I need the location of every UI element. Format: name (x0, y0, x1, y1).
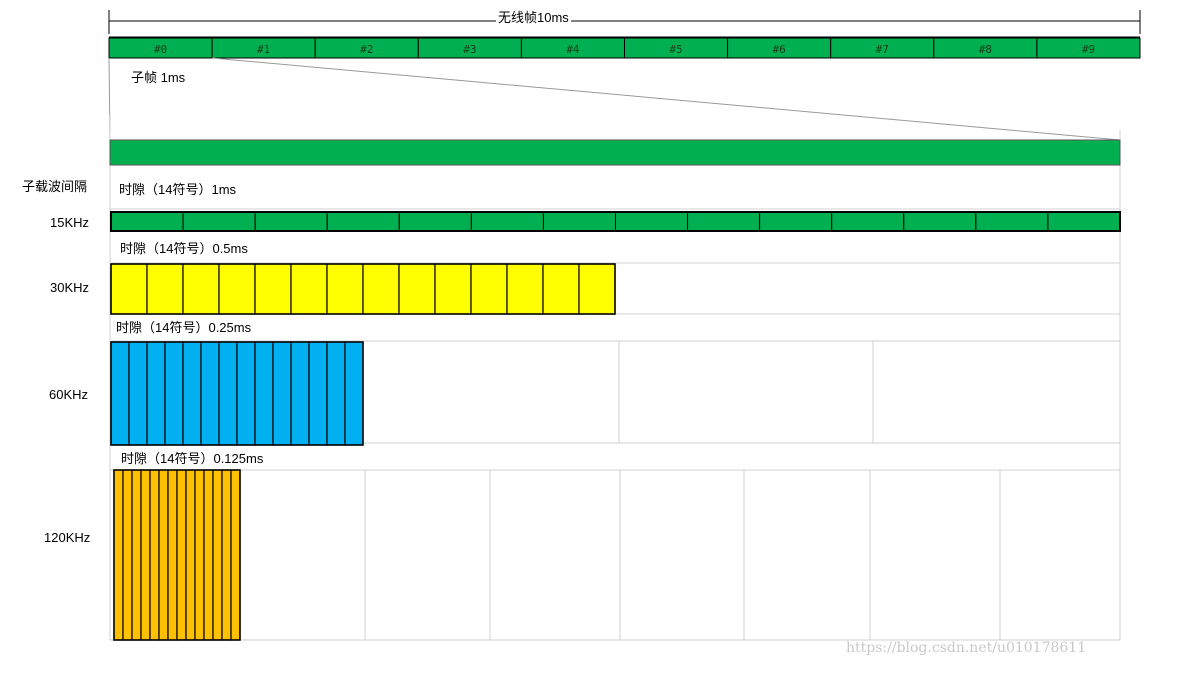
symbol-cell (110, 263, 148, 315)
slot-outline (110, 263, 616, 315)
symbol-cell (146, 341, 166, 446)
symbol-cell (398, 211, 472, 232)
slot-outline (110, 341, 364, 446)
slot-outline (110, 211, 1121, 232)
slot-label-60khz: 时隙（14符号）0.25ms (116, 320, 252, 335)
symbol-cell (182, 341, 202, 446)
symbol-cell (146, 263, 184, 315)
symbol-cell (362, 263, 400, 315)
symbol-cell (344, 341, 364, 446)
symbol-cell (542, 211, 617, 232)
scs-label-60khz: 60KHz (49, 387, 89, 402)
symbol-cell (200, 341, 220, 446)
symbol-cell (254, 341, 274, 446)
symbol-cell (218, 341, 238, 446)
slot-outline (113, 469, 241, 641)
subframe-label: #5 (669, 43, 682, 56)
symbol-cell (975, 211, 1049, 232)
symbol-cell (434, 263, 472, 315)
symbol-cell (1047, 211, 1121, 232)
symbol-cell (122, 469, 133, 641)
symbol-cell (903, 211, 977, 232)
symbol-cell (326, 211, 400, 232)
symbol-cell (182, 263, 220, 315)
watermark: https://blog.csdn.net/u010178611 (846, 640, 1087, 656)
symbol-cell (831, 211, 905, 232)
symbol-cell (398, 263, 436, 315)
symbol-cell (110, 211, 184, 232)
symbol-cell (236, 341, 256, 446)
symbol-cell (140, 469, 151, 641)
symbol-cell (542, 263, 580, 315)
radio-frame-title: 无线帧10ms (496, 10, 571, 26)
subframe-label: #2 (360, 43, 373, 56)
expanded-subframe-bar (109, 139, 1121, 166)
subframe-label: #0 (154, 43, 167, 56)
subframe-label: #8 (979, 43, 992, 56)
symbol-cell (470, 211, 544, 232)
symbol-cell (218, 263, 256, 315)
symbol-cell (182, 211, 256, 232)
subframe-label: #3 (463, 43, 476, 56)
symbol-cell (203, 469, 214, 641)
symbol-cell (254, 211, 328, 232)
symbol-cell (506, 263, 544, 315)
symbol-cell (167, 469, 178, 641)
symbol-cell (176, 469, 187, 641)
symbol-cell (194, 469, 205, 641)
scs-label-15khz: 15KHz (50, 215, 90, 230)
symbol-cell (185, 469, 196, 641)
scs-label-120khz: 120KHz (44, 530, 91, 545)
symbol-cell (221, 469, 232, 641)
zoom-line-right (212, 57, 1121, 141)
symbol-cell (230, 469, 241, 641)
symbol-cell (470, 263, 508, 315)
symbol-cell (110, 341, 130, 446)
subframe-label: #6 (773, 43, 786, 56)
symbol-cell (212, 469, 223, 641)
symbol-cell (326, 263, 364, 315)
symbol-cell (149, 469, 160, 641)
symbol-cell (272, 341, 292, 446)
subframe-label: 子帧 1ms (131, 70, 186, 85)
symbol-cell (164, 341, 184, 446)
subframe-label: #9 (1082, 43, 1095, 56)
subcarrier-spacing-header: 子载波间隔 (22, 179, 88, 194)
symbol-cell (326, 341, 346, 446)
symbol-cell (687, 211, 761, 232)
slot-label-30khz: 时隙（14符号）0.5ms (120, 241, 248, 256)
symbol-cell (158, 469, 169, 641)
slot-label-120khz: 时隙（14符号）0.125ms (121, 451, 264, 466)
subframe-label: #1 (257, 43, 270, 56)
symbol-cell (290, 341, 310, 446)
symbol-cell (113, 469, 124, 641)
subframe-cell (1036, 37, 1141, 59)
subframe-label: #4 (566, 43, 580, 56)
subframe-label: #7 (876, 43, 889, 56)
symbol-cell (131, 469, 142, 641)
symbol-cell (578, 263, 616, 315)
symbol-cell (254, 263, 292, 315)
symbol-cell (128, 341, 148, 446)
symbol-cell (759, 211, 833, 232)
symbol-cell (290, 263, 328, 315)
scs-label-30khz: 30KHz (50, 280, 90, 295)
symbol-cell (308, 341, 328, 446)
slot-label-15khz: 时隙（14符号）1ms (119, 182, 237, 197)
symbol-cell (615, 211, 689, 232)
